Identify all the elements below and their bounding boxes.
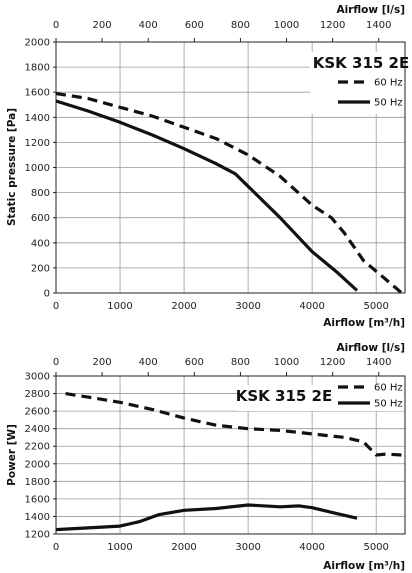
x2-tick-label: 0 [53, 20, 59, 31]
x2-axis-title: Airflow [l/s] [336, 4, 405, 16]
y-tick-label: 2000 [25, 38, 50, 49]
legend-label: 60 Hz [374, 78, 403, 89]
y-tick-label: 3000 [25, 372, 50, 383]
y-tick-label: 0 [44, 289, 50, 300]
series-line-50-hz [55, 503, 358, 532]
y-tick-label: 1800 [25, 477, 50, 488]
x-axis-title: Airflow [m³/h] [323, 560, 405, 572]
series-line-50-hz [55, 99, 359, 292]
chart-title: KSK 315 2E [313, 54, 410, 72]
legend-label: 50 Hz [374, 399, 403, 410]
x2-tick-label: 1200 [320, 20, 345, 31]
y-tick-label: 600 [31, 213, 50, 224]
y-tick-label: 1600 [25, 88, 50, 99]
y-tick-label: 1600 [25, 494, 50, 505]
y-tick-label: 2400 [25, 424, 50, 435]
chart-title: KSK 315 2E [236, 387, 333, 405]
plot-frame [55, 375, 406, 535]
x-tick-label: 0 [53, 301, 59, 312]
y-tick-label: 1800 [25, 63, 50, 74]
x-tick-label: 1000 [107, 301, 132, 312]
x2-axis-title: Airflow [l/s] [336, 342, 405, 354]
x2-tick-label: 200 [93, 357, 112, 368]
x-tick-label: 1000 [107, 542, 132, 553]
legend-label: 50 Hz [374, 98, 403, 109]
y-tick-label: 1200 [25, 530, 50, 541]
legend-backdrop [238, 385, 404, 411]
x2-tick-label: 800 [231, 20, 250, 31]
y-tick-label: 400 [31, 238, 50, 249]
y-tick-label: 1400 [25, 113, 50, 124]
x-tick-label: 0 [53, 542, 59, 553]
legend-label: 60 Hz [374, 383, 403, 394]
y-tick-label: 2600 [25, 407, 50, 418]
y-tick-label: 2200 [25, 442, 50, 453]
x2-tick-label: 1400 [366, 20, 391, 31]
y-tick-label: 1000 [25, 163, 50, 174]
x2-tick-label: 1200 [320, 357, 345, 368]
x2-tick-label: 1000 [274, 20, 299, 31]
x-tick-label: 4000 [299, 301, 324, 312]
y-tick-label: 2000 [25, 459, 50, 470]
x-tick-label: 5000 [363, 301, 388, 312]
y-tick-label: 800 [31, 188, 50, 199]
x-tick-label: 3000 [235, 301, 260, 312]
x2-tick-label: 600 [185, 20, 204, 31]
x2-tick-label: 200 [93, 20, 112, 31]
y-tick-label: 1400 [25, 512, 50, 523]
x-tick-label: 4000 [299, 542, 324, 553]
x2-tick-label: 0 [53, 357, 59, 368]
series-line-60-hz [55, 91, 403, 295]
y-axis-title: Power [W] [6, 424, 18, 486]
x-tick-label: 2000 [171, 301, 196, 312]
x-axis-title: Airflow [m³/h] [323, 317, 405, 329]
y-tick-label: 200 [31, 263, 50, 274]
y-tick-label: 2800 [25, 389, 50, 400]
x2-tick-label: 600 [185, 357, 204, 368]
y-tick-label: 1200 [25, 138, 50, 149]
x2-tick-label: 400 [139, 357, 158, 368]
chart-2: 1200140016001800200022002400260028003000… [6, 342, 406, 572]
x2-tick-label: 1000 [274, 357, 299, 368]
x2-tick-label: 400 [139, 20, 158, 31]
x-tick-label: 2000 [171, 542, 196, 553]
x2-tick-label: 800 [231, 357, 250, 368]
y-axis-title: Static pressure [Pa] [6, 108, 18, 226]
x2-tick-label: 1400 [366, 357, 391, 368]
x-tick-label: 3000 [235, 542, 260, 553]
x-tick-label: 5000 [363, 542, 388, 553]
